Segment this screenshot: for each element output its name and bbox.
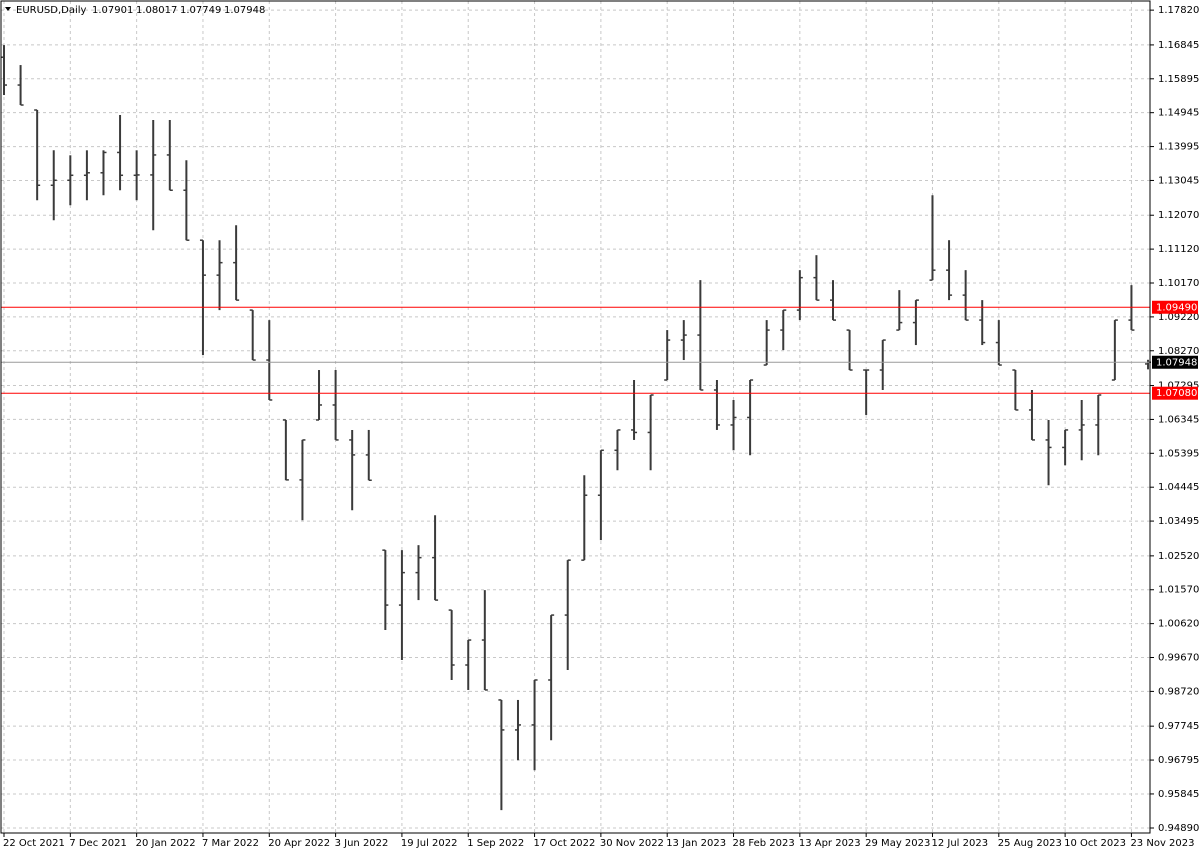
y-tick-label: 1.12070: [1158, 210, 1199, 221]
y-tick-label: 1.04445: [1158, 482, 1199, 493]
y-tick-label: 0.98720: [1158, 686, 1199, 697]
header-close: 1.07948: [224, 5, 265, 16]
overlay: 1.17820 1.16845 1.15895 1.14945 1.13995 1.130…: [1, 5, 1199, 849]
y-tick-label: 1.00620: [1158, 619, 1199, 630]
y-tick-label: 0.95845: [1158, 789, 1199, 800]
x-tick-label: 7 Dec 2021: [69, 838, 127, 849]
x-tick-label: 12 Jul 2023: [931, 838, 988, 849]
current-price-tag: [1152, 355, 1198, 369]
collapse-arrow[interactable]: [5, 7, 11, 11]
y-tick-label: 1.15895: [1158, 74, 1199, 85]
symbol-title: EURUSD,Daily: [16, 5, 87, 16]
x-tick-label: 10 Oct 2023: [1064, 838, 1126, 849]
y-tick-label: 1.13045: [1158, 175, 1199, 186]
plot-frame: [0, 0, 1151, 834]
level-tag: [1152, 300, 1198, 314]
y-tick-label: 1.05395: [1158, 448, 1199, 459]
y-tick-label: 1.13995: [1158, 142, 1199, 153]
y-tick-label: 1.07295: [1158, 381, 1199, 392]
y-tick-label: 1.14945: [1158, 108, 1199, 119]
y-tick-label: 0.97745: [1158, 721, 1199, 732]
header-open: 1.07901: [92, 5, 133, 16]
header-low: 1.07749: [180, 5, 221, 16]
x-tick-label: 30 Nov 2022: [600, 838, 664, 849]
x-tick-label: 17 Oct 2022: [534, 838, 596, 849]
x-tick-label: 19 Jul 2022: [401, 838, 458, 849]
y-tick-label: 0.96795: [1158, 755, 1199, 766]
y-tick-label: 1.10170: [1158, 278, 1199, 289]
x-tick-label: 3 Jun 2022: [335, 838, 389, 849]
header-high: 1.08017: [136, 5, 177, 16]
level-tag: [1152, 386, 1198, 400]
level-label: 1.07080: [1156, 388, 1197, 399]
grid: [1, 1, 1150, 833]
y-tick-label: 1.01570: [1158, 585, 1199, 596]
x-tick-label: 28 Feb 2023: [733, 838, 795, 849]
x-tick-label: 13 Apr 2023: [799, 838, 861, 849]
x-tick-label: 20 Apr 2022: [268, 838, 330, 849]
x-tick-label: 20 Jan 2022: [136, 838, 196, 849]
x-tick-label: 22 Oct 2021: [3, 838, 65, 849]
x-tick-label: 25 Aug 2023: [998, 838, 1062, 849]
level-label: 1.09490: [1156, 302, 1197, 313]
x-tick-label: 1 Sep 2022: [467, 838, 524, 849]
y-tick-label: 1.17820: [1158, 5, 1199, 16]
x-tick-label: 7 Mar 2022: [202, 838, 259, 849]
current-price-label: 1.07948: [1156, 357, 1197, 368]
y-tick-label: 0.99670: [1158, 653, 1199, 664]
x-tick-label: 29 May 2023: [865, 838, 930, 849]
y-tick-label: 0.94890: [1158, 823, 1199, 834]
y-tick-label: 1.06345: [1158, 414, 1199, 425]
y-tick-label: 1.08270: [1158, 346, 1199, 357]
bars: [1, 45, 1152, 811]
y-tick-label: 1.02520: [1158, 551, 1199, 562]
x-tick-label: 13 Jan 2023: [666, 838, 726, 849]
y-tick-label: 1.16845: [1158, 40, 1199, 51]
x-tick-label: 23 Nov 2023: [1130, 838, 1194, 849]
y-tick-label: 1.03495: [1158, 516, 1199, 527]
y-tick-label: 1.09220: [1158, 312, 1199, 323]
y-tick-label: 1.11120: [1158, 244, 1199, 255]
